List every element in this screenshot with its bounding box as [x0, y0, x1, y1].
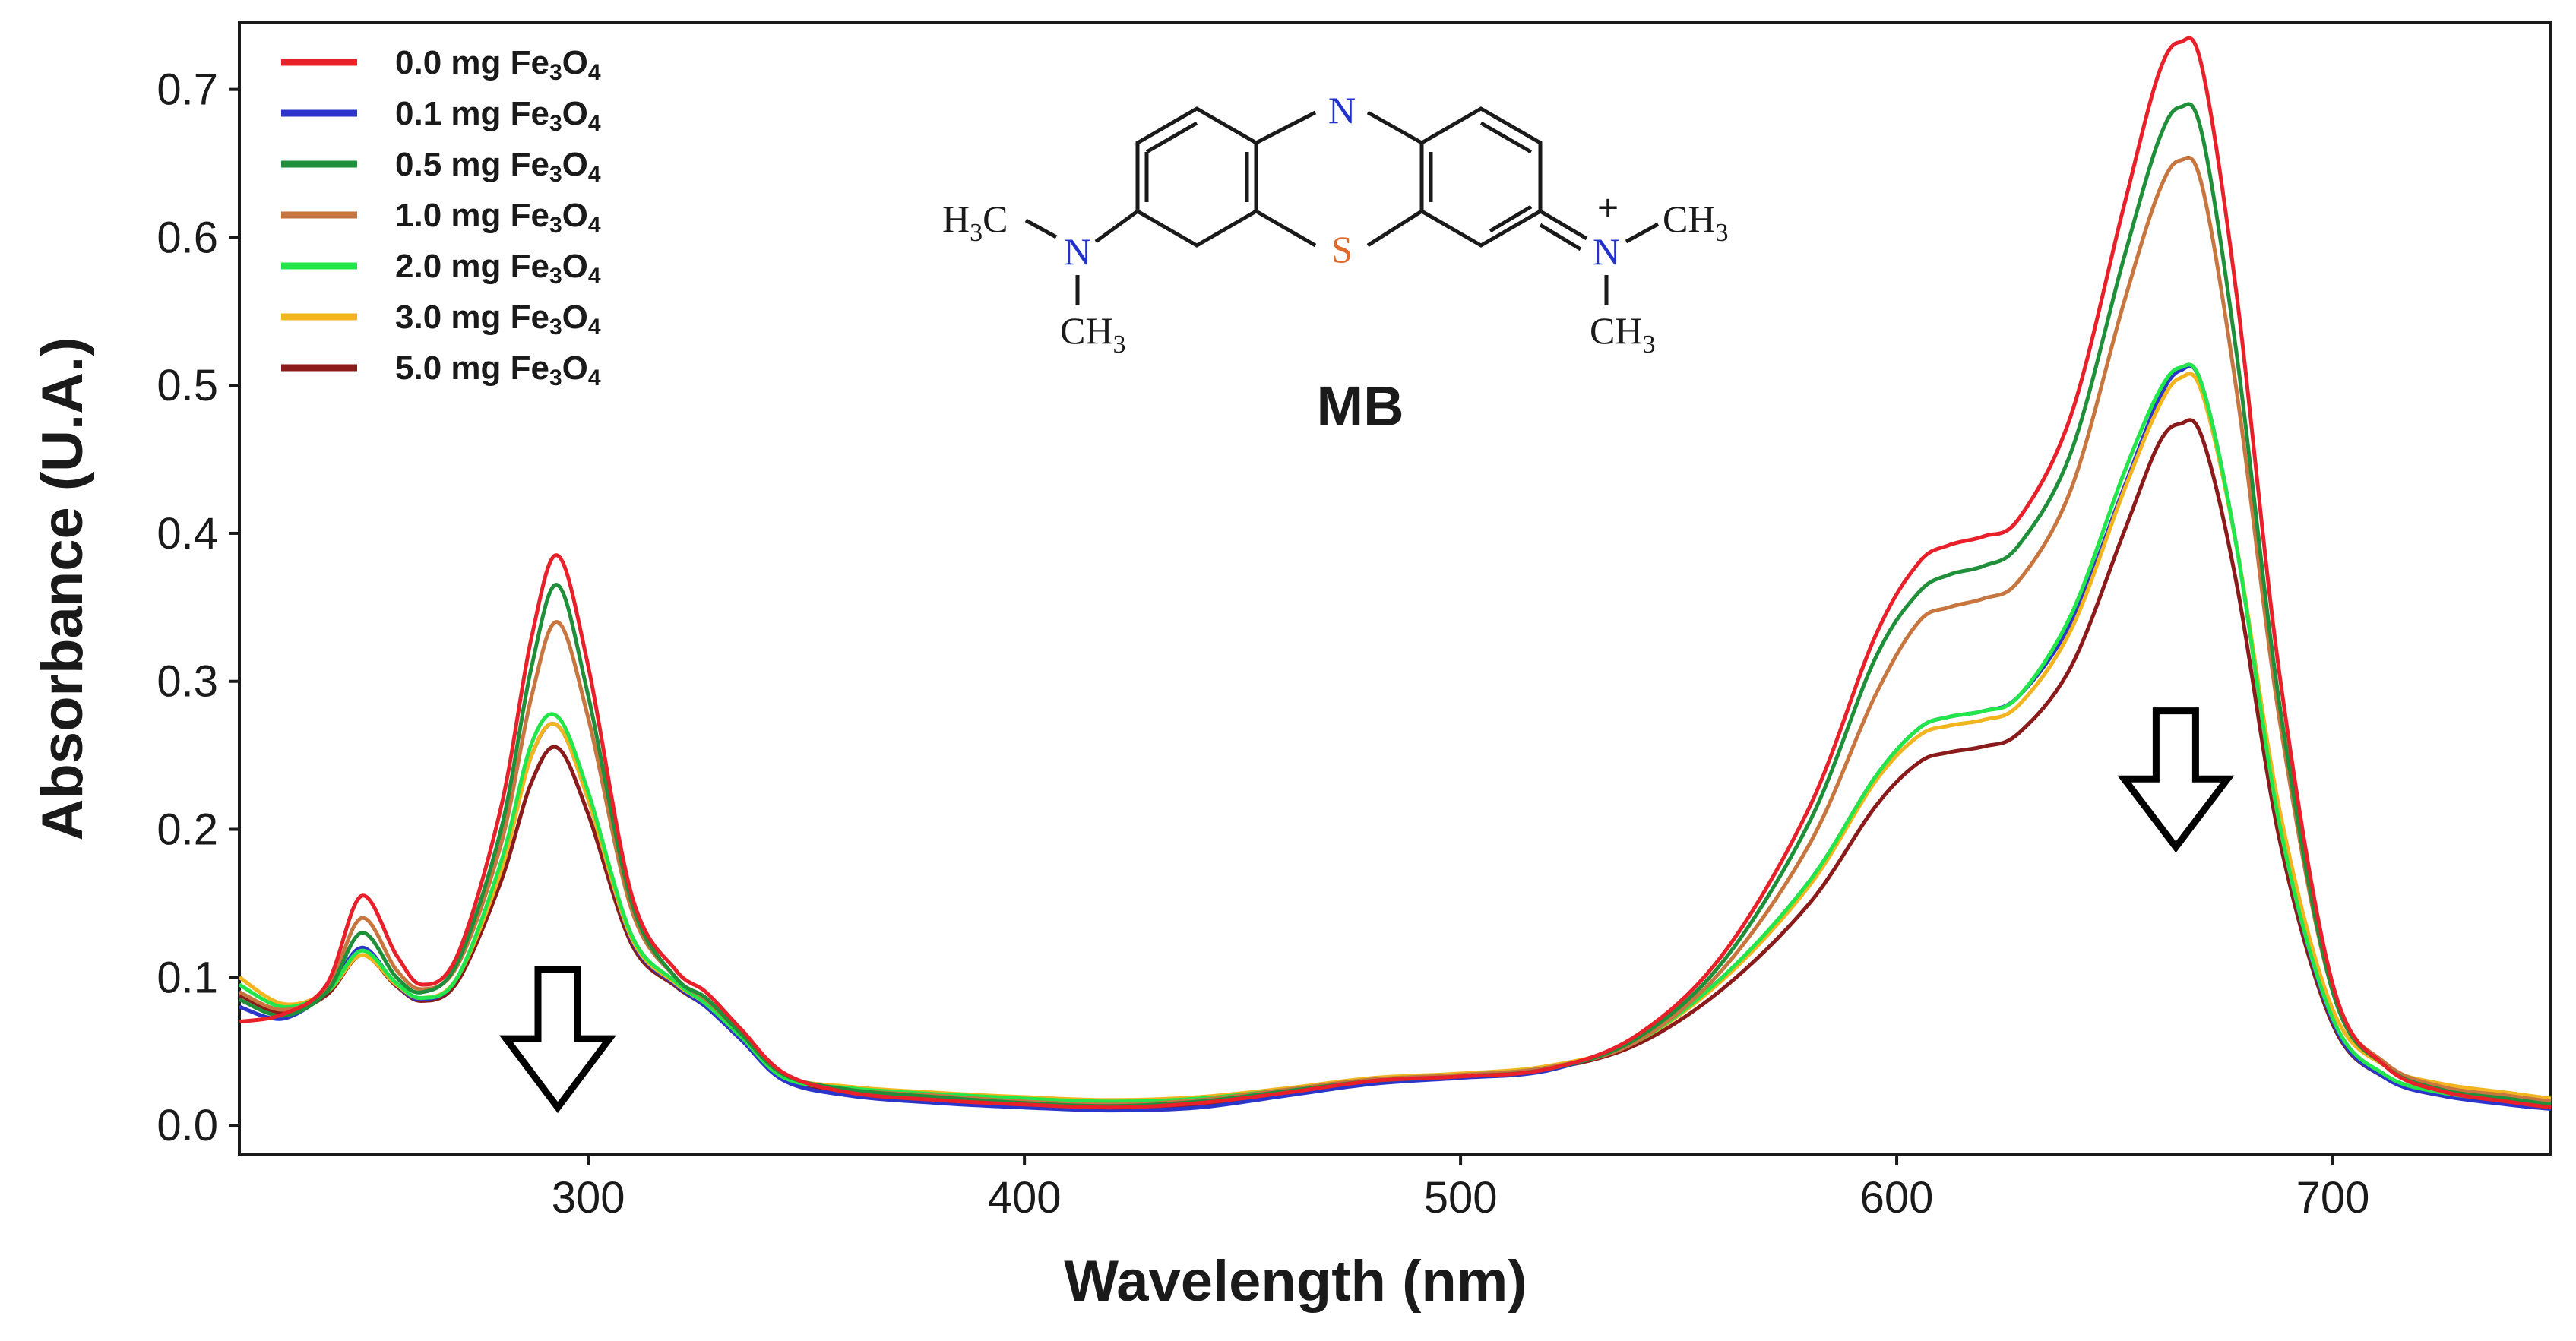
plot-frame — [238, 21, 2552, 1156]
atom-s: S — [1331, 228, 1353, 270]
c-ring-bond-3 — [1255, 209, 1317, 248]
left-n-bond — [1094, 209, 1139, 244]
y-tick-label: 0.4 — [157, 509, 218, 558]
right-n-label: N — [1593, 230, 1620, 273]
annotation-arrows — [498, 707, 2235, 1114]
series-line-5 — [238, 372, 2552, 1102]
y-tick-label: 0.3 — [157, 657, 218, 707]
methylene-blue-structure — [1024, 106, 1660, 305]
legend-label-3: 1.0 mg Fe3O4 — [395, 197, 601, 238]
legend-label-2: 0.5 mg Fe3O4 — [395, 146, 601, 187]
y-axis-ticks: 0.0 0.1 0.2 0.3 0.4 0.5 0.6 0.7 — [157, 65, 239, 1150]
down-arrow-1 — [2117, 707, 2235, 853]
right-n-double-2 — [1539, 223, 1582, 251]
y-tick-label: 0.7 — [157, 65, 218, 115]
series-lines — [238, 36, 2552, 1113]
legend: 0.0 mg Fe3O4 0.1 mg Fe3O4 0.5 mg Fe3O4 1.0 … — [281, 44, 601, 391]
x-tick-label: 500 — [1424, 1173, 1498, 1222]
left-down-methyl-label: CH3 — [1060, 309, 1125, 359]
x-tick-label: 700 — [2296, 1173, 2370, 1222]
right-ring-double-1 — [1479, 121, 1533, 154]
series-line-6 — [238, 418, 2552, 1110]
legend-label-5: 3.0 mg Fe3O4 — [395, 299, 601, 340]
c-ring-bond-4 — [1366, 209, 1423, 248]
right-n-methyl-bond — [1625, 222, 1660, 244]
left-ring — [1135, 106, 1258, 248]
series-line-0 — [239, 36, 2552, 1110]
right-n-double-1 — [1539, 209, 1588, 241]
y-tick-label: 0.2 — [157, 805, 218, 855]
y-axis-title: Absorbance (U.A.) — [30, 337, 95, 841]
legend-label-4: 2.0 mg Fe3O4 — [395, 248, 601, 289]
y-tick-label: 0.6 — [157, 213, 218, 262]
x-tick-label: 600 — [1860, 1173, 1934, 1222]
series-line-4 — [238, 362, 2552, 1107]
left-n-methyl-bond — [1024, 218, 1058, 239]
c-ring-bond-2 — [1366, 110, 1423, 145]
y-tick-label: 0.0 — [157, 1101, 218, 1150]
legend-label-0: 0.0 mg Fe3O4 — [395, 44, 601, 85]
right-ring — [1419, 106, 1543, 248]
right-charge-label: + — [1597, 186, 1619, 229]
right-down-methyl-label: CH3 — [1590, 309, 1655, 359]
series-line-1 — [239, 364, 2552, 1113]
left-n-label: N — [1064, 230, 1091, 273]
right-methyl-label: CH3 — [1663, 198, 1728, 247]
molecule-name: MB — [1316, 375, 1404, 438]
x-axis-ticks: 300 400 500 600 700 — [552, 1155, 2370, 1222]
x-tick-label: 400 — [988, 1173, 1062, 1222]
legend-label-6: 5.0 mg Fe3O4 — [395, 349, 601, 391]
legend-label-1: 0.1 mg Fe3O4 — [395, 95, 601, 136]
x-tick-label: 300 — [552, 1173, 625, 1222]
left-ring-double-1 — [1145, 121, 1198, 154]
atom-n-top: N — [1328, 89, 1356, 131]
left-methyl-label: H3C — [942, 198, 1008, 247]
x-axis-title: Wavelength (nm) — [1064, 1249, 1527, 1314]
y-tick-label: 0.5 — [157, 361, 218, 410]
c-ring-bond-1 — [1255, 110, 1317, 145]
down-arrow-0 — [498, 966, 616, 1114]
right-ring-double-3 — [1489, 204, 1533, 233]
y-tick-label: 0.1 — [157, 953, 218, 1002]
